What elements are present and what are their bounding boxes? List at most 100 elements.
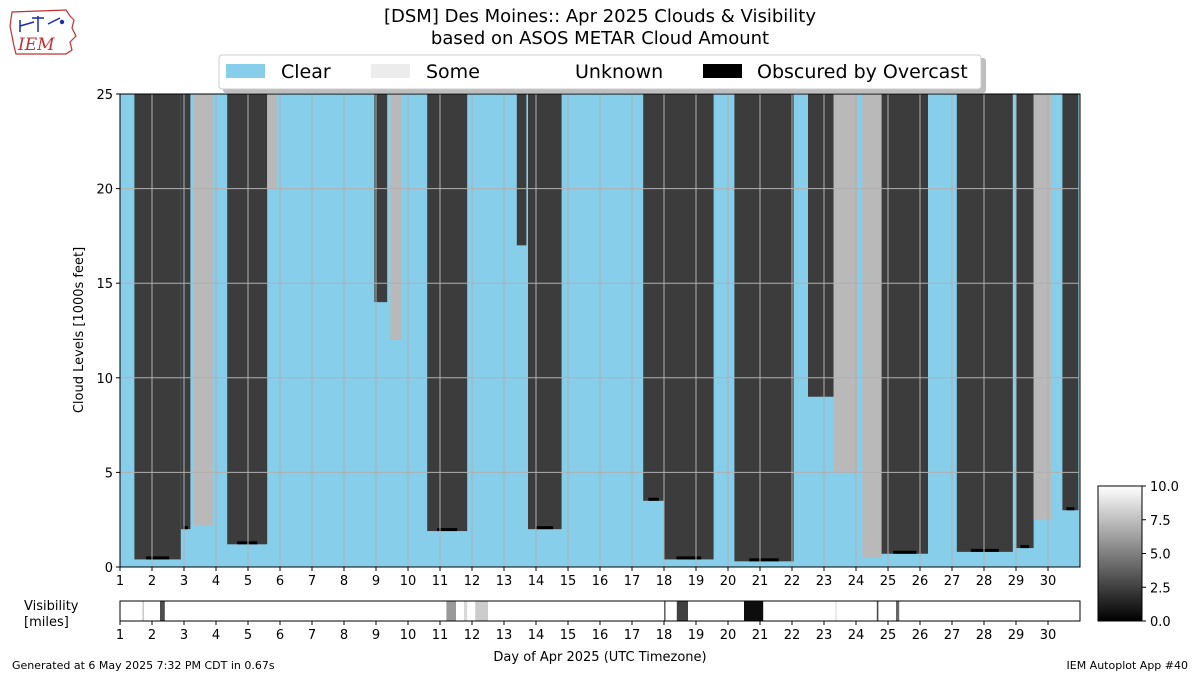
visibility-plot-area: 1 2 3 4 5 6 7 8 9 10 11 12 13 14 15 16 17 18 19 20 21 22 23 24 2… [24,599,1081,665]
cloud-block [390,94,402,340]
x-tick-label: 9 [372,574,380,589]
vis-x-tick-label: 19 [688,628,705,643]
x-tick-label: 30 [1040,574,1057,589]
vis-x-tick-label: 27 [944,628,961,643]
vis-x-tick-label: 10 [400,628,417,643]
iem-logo: IEM [9,9,77,55]
cloud-block [1062,94,1079,511]
vis-x-tick-label: 7 [308,628,316,643]
cloud-base-edge [893,550,917,554]
chart-subtitle: based on ASOS METAR Cloud Amount [431,28,769,49]
y-tick-label: 25 [96,88,113,103]
visibility-cell [160,601,165,621]
visibility-cell [475,601,488,621]
vis-x-tick-label: 25 [880,628,897,643]
vis-x-tick-label: 20 [720,628,737,643]
visibility-cell [446,601,456,621]
visibility-cell [664,601,666,621]
vis-x-tick-label: 16 [592,628,609,643]
cloud-block [643,94,664,501]
x-tick-label: 29 [1008,574,1025,589]
vis-x-tick-label: 4 [212,628,220,643]
colorbar-tick-label: 2.5 [1150,581,1171,596]
cloud-base-edge [648,497,659,501]
x-tick-label: 21 [752,574,769,589]
visibility-cell [744,601,764,621]
y-tick-label: 5 [105,466,113,481]
x-tick-label: 5 [244,574,252,589]
vis-x-tick-label: 13 [496,628,513,643]
legend-label-some: Some [426,61,480,83]
x-tick-label: 14 [528,574,545,589]
cloud-base-edge [676,556,702,560]
x-tick-label: 25 [880,574,897,589]
footer-app: IEM Autoplot App #40 [1067,659,1189,672]
vis-x-tick-label: 26 [912,628,929,643]
cloud-block [808,94,834,397]
visibility-cell [142,601,144,621]
cloud-base-edge [237,541,258,545]
x-tick-label: 7 [308,574,316,589]
cloud-block [427,94,468,532]
x-tick-label: 4 [212,574,220,589]
legend-label-obscured: Obscured by Overcast [757,61,968,83]
vis-x-tick-label: 21 [752,628,769,643]
legend-swatch-clear [226,64,265,78]
y-tick-label: 10 [96,372,113,387]
logo-text: IEM [17,35,55,55]
x-tick-label: 8 [340,574,348,589]
legend-box [218,54,982,90]
x-tick-label: 20 [720,574,737,589]
legend-swatch-some [371,64,410,78]
vis-x-tick-label: 23 [816,628,833,643]
cloud-block [134,94,181,560]
x-tick-label: 28 [976,574,993,589]
cloud-block [516,94,527,246]
cloud-base-edge [749,558,779,562]
x-tick-label: 11 [432,574,449,589]
vis-x-tick-label: 5 [244,628,252,643]
visibility-label-line2: [miles] [24,615,69,630]
x-tick-label: 17 [624,574,641,589]
x-tick-label: 23 [816,574,833,589]
vis-x-tick-label: 28 [976,628,993,643]
x-tick-label: 10 [400,574,417,589]
vis-x-tick-label: 6 [276,628,284,643]
vis-x-tick-label: 11 [432,628,449,643]
cloud-block [267,94,277,189]
x-tick-label: 6 [276,574,284,589]
cloud-block [528,94,562,530]
y-tick-label: 20 [96,183,113,198]
x-tick-label: 1 [116,574,124,589]
cloud-block [193,94,213,526]
cloud-block [956,94,1013,552]
y-tick-label: 0 [105,561,113,576]
x-tick-label: 2 [148,574,156,589]
cloud-block [734,94,794,562]
x-tick-label: 18 [656,574,673,589]
vis-x-tick-label: 30 [1040,628,1057,643]
x-tick-label: 26 [912,574,929,589]
cloud-block [374,94,388,303]
x-axis-label: Day of Apr 2025 (UTC Timezone) [493,650,706,665]
vis-x-tick-label: 17 [624,628,641,643]
cloud-base-edge [146,556,170,560]
x-tick-label: 16 [592,574,609,589]
x-tick-label: 24 [848,574,865,589]
visibility-cell [676,601,688,621]
vis-x-tick-label: 3 [180,628,188,643]
legend-label-clear: Clear [281,61,331,83]
x-tick-label: 12 [464,574,481,589]
x-tick-label: 15 [560,574,577,589]
x-tick-label: 22 [784,574,801,589]
cloud-block [1033,94,1052,520]
y-axis-label: Cloud Levels [1000s feet] [72,247,87,413]
colorbar-tick-label: 7.5 [1150,514,1171,529]
cloud-base-edge [183,526,188,530]
visibility-background [120,601,1080,621]
visibility-cell [835,601,837,621]
cloud-block [227,94,268,545]
cloud-block [180,94,191,530]
